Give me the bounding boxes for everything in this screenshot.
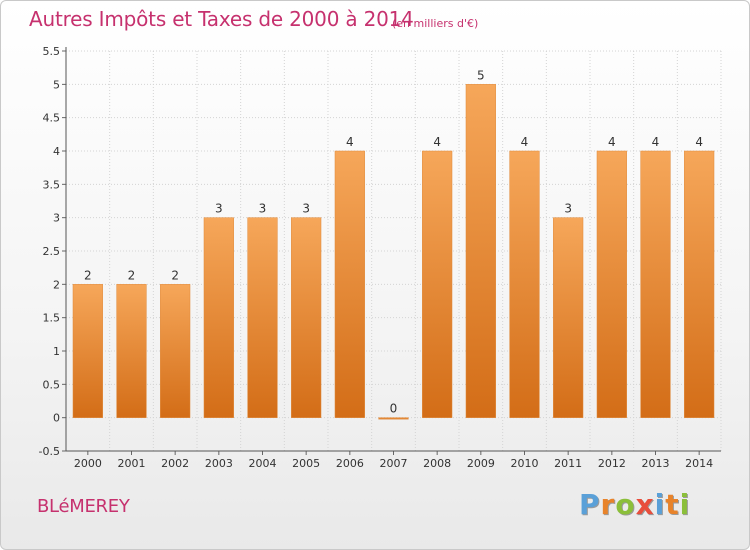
data-label-2010: 4 xyxy=(521,135,529,149)
brand-letter: t xyxy=(665,488,680,521)
x-tick-label: 2009 xyxy=(467,457,495,470)
y-tick-label: 5 xyxy=(53,78,60,91)
bar-2010 xyxy=(509,150,540,418)
x-tick-label: 2000 xyxy=(74,457,102,470)
brand-letter: r xyxy=(600,488,616,521)
x-tick-label: 2002 xyxy=(161,457,189,470)
data-label-2000: 2 xyxy=(84,268,92,282)
brand-letter: i xyxy=(679,488,691,521)
data-label-2014: 4 xyxy=(695,135,703,149)
x-tick-label: 2003 xyxy=(205,457,233,470)
bar-2012 xyxy=(596,150,627,418)
bar-2013 xyxy=(640,150,671,418)
data-label-2007: 0 xyxy=(390,402,398,416)
y-tick-label: 0 xyxy=(53,412,60,425)
y-tick-label: 3.5 xyxy=(43,178,61,191)
brand-letter: o xyxy=(615,488,636,521)
data-label-2013: 4 xyxy=(652,135,660,149)
y-tick-label: 4 xyxy=(53,145,60,158)
bar-2003 xyxy=(203,217,234,418)
bar-2009 xyxy=(465,84,496,418)
x-tick-label: 2014 xyxy=(685,457,713,470)
bar-2006 xyxy=(334,150,365,418)
x-tick-label: 2008 xyxy=(423,457,451,470)
brand-letter: P xyxy=(579,488,601,521)
chart-title: Autres Impôts et Taxes de 2000 à 2014 xyxy=(29,7,414,31)
y-tick-label: 0.5 xyxy=(43,378,61,391)
brand-logo: Proxiti xyxy=(579,488,690,521)
bar-2007 xyxy=(378,417,409,420)
data-label-2006: 4 xyxy=(346,135,354,149)
x-tick-label: 2004 xyxy=(249,457,277,470)
bar-2001 xyxy=(116,284,147,418)
data-label-2005: 3 xyxy=(302,202,310,216)
bar-2000 xyxy=(72,284,103,418)
axis-layer: -0.5 0 0.5 1 1.5 2 2.5 3 3.5 4 4.5 5 5.5 2000 2001 2002… xyxy=(39,45,721,470)
x-tick-label: 2010 xyxy=(511,457,539,470)
data-label-2011: 3 xyxy=(564,202,572,216)
bar-2014 xyxy=(684,150,715,418)
data-label-2004: 3 xyxy=(259,202,267,216)
y-tick-label: -0.5 xyxy=(39,445,60,458)
data-label-2002: 2 xyxy=(171,268,179,282)
brand-letter: x xyxy=(635,488,655,521)
y-tick-label: 2 xyxy=(53,278,60,291)
y-tick-label: 1.5 xyxy=(43,312,61,325)
brand-letter: i xyxy=(654,488,666,521)
y-tick-label: 2.5 xyxy=(43,245,61,258)
data-label-2012: 4 xyxy=(608,135,616,149)
bars-layer: 2 2 2 3 3 3 4 0 4 5 4 3 4 4 4 xyxy=(72,68,715,420)
y-tick-label: 4.5 xyxy=(43,112,61,125)
bar-2011 xyxy=(553,217,584,418)
x-tick-label: 2001 xyxy=(118,457,146,470)
data-label-2009: 5 xyxy=(477,68,485,82)
data-label-2003: 3 xyxy=(215,202,223,216)
chart-subtitle: (en milliers d'€) xyxy=(392,17,479,30)
x-tick-label: 2006 xyxy=(336,457,364,470)
y-tick-label: 3 xyxy=(53,212,60,225)
y-tick-label: 5.5 xyxy=(43,45,61,58)
x-tick-label: 2013 xyxy=(642,457,670,470)
bar-2005 xyxy=(291,217,322,418)
x-tick-label: 2005 xyxy=(292,457,320,470)
data-label-2001: 2 xyxy=(128,268,136,282)
x-tick-label: 2007 xyxy=(380,457,408,470)
bar-2002 xyxy=(160,284,191,418)
bar-2004 xyxy=(247,217,278,418)
x-tick-label: 2012 xyxy=(598,457,626,470)
y-tick-label: 1 xyxy=(53,345,60,358)
bar-2008 xyxy=(422,150,453,418)
x-tick-label: 2011 xyxy=(554,457,582,470)
commune-name: BLéMEREY xyxy=(37,496,130,517)
data-label-2008: 4 xyxy=(433,135,441,149)
